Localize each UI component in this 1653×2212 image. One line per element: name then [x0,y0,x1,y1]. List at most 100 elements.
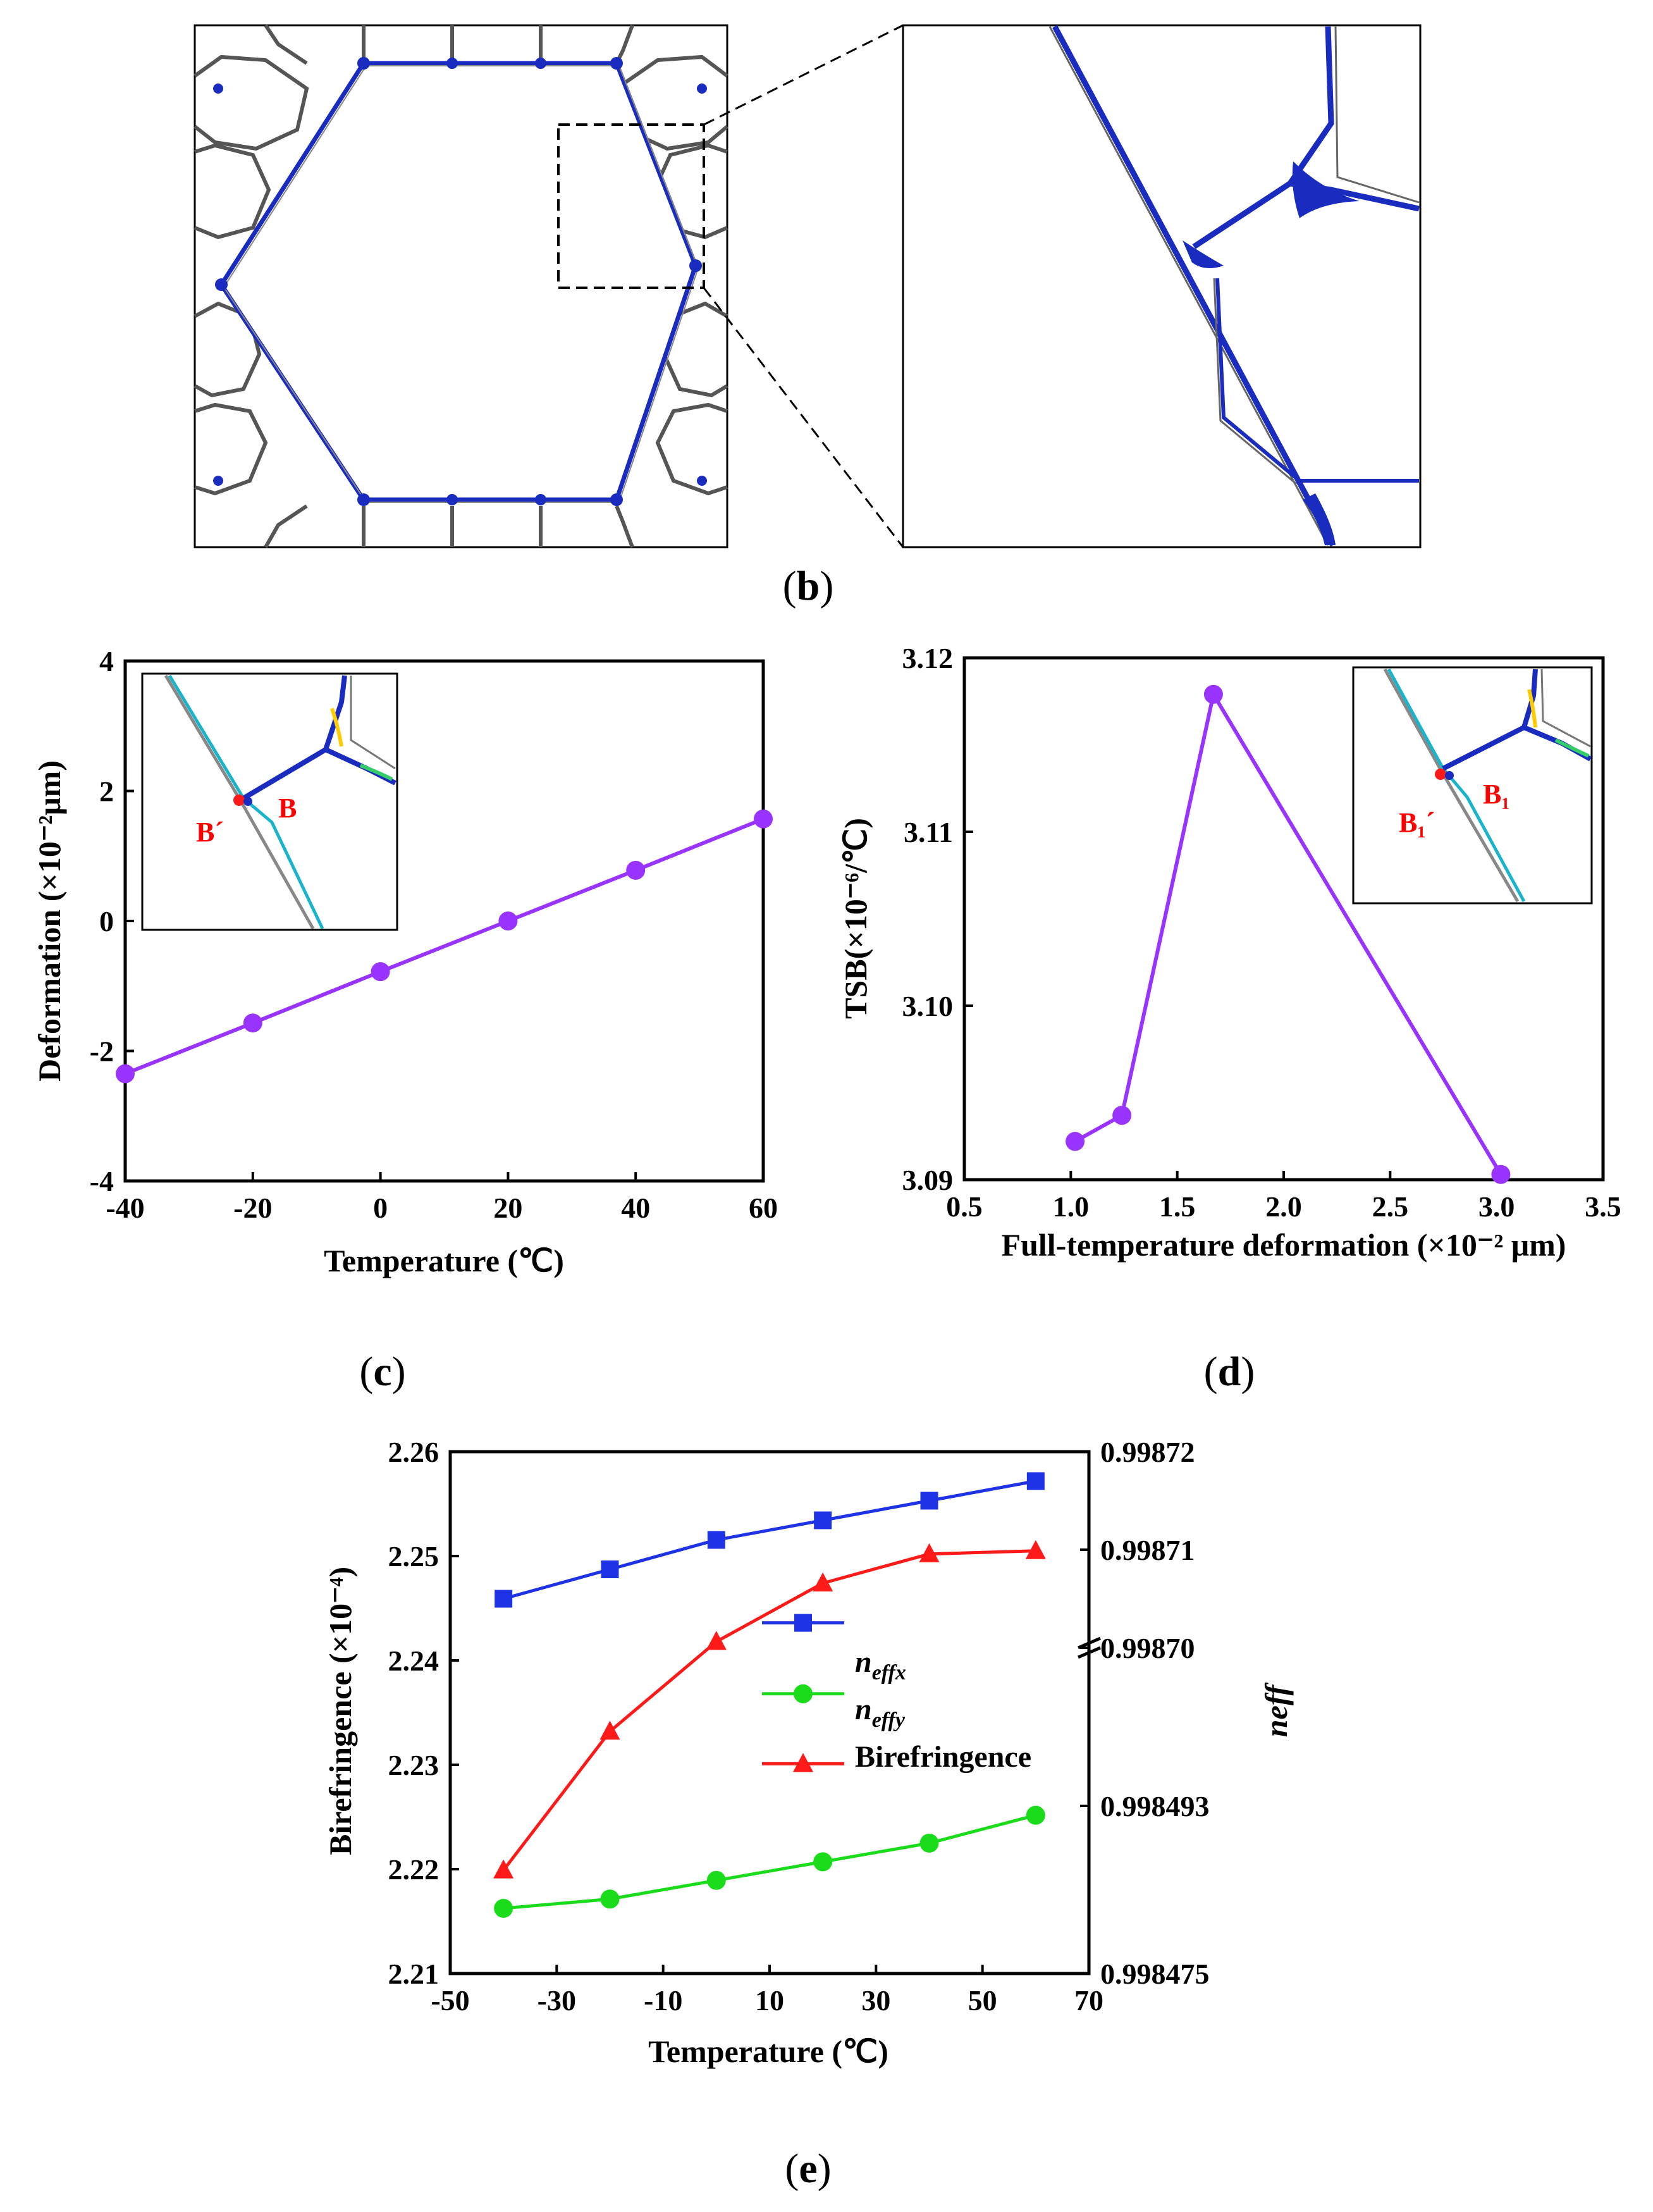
svg-text:(d): (d) [1204,1349,1255,1395]
xtick-d-5: 3.0 [1478,1190,1515,1223]
xtick-d-3: 2.0 [1265,1190,1302,1223]
inset-label-b: B [278,793,297,824]
legend-label-birefringence: Birefringence [855,1740,1031,1774]
point-neffy-0 [494,1898,513,1918]
legend-e [762,1614,844,1772]
ytick-e-5: 2.26 [388,1436,439,1468]
panel-label-e-close: ) [818,2146,832,2192]
ytick-d-2: 3.11 [904,816,953,848]
zoomed-view [902,24,1422,548]
ytick-e-1: 2.22 [388,1853,439,1886]
legend-marker-neffx [794,1614,812,1632]
panel-label-d-close: ) [1241,1349,1255,1395]
point-neffy-1 [600,1889,620,1909]
legend-marker-neffy [794,1684,813,1703]
xtick-d-6: 3.5 [1585,1190,1621,1223]
panel-label-b: b [797,563,820,609]
point-neffx-2 [707,1531,725,1549]
point-b-marker [243,797,252,806]
point-d-3 [1491,1165,1511,1184]
point-Birefringence-2 [706,1631,727,1650]
point-d-2 [1203,684,1223,704]
point-c-3 [498,911,518,930]
point-neffy-5 [1026,1805,1045,1825]
y2tick-e-upper-2: 0.99872 [1100,1436,1195,1468]
xtick-e-2: -10 [644,1984,682,2017]
point-Birefringence-0 [493,1859,514,1879]
point-Birefringence-4 [919,1543,940,1562]
point-c-4 [626,860,646,880]
panel-e: -50 -30 -10 10 30 50 70 2.21 2.22 2.23 2… [323,1436,1294,2192]
point-c-1 [243,1013,262,1033]
zoomed-frame [902,24,1422,548]
panel-label-d: d [1218,1349,1241,1395]
xtick-d-0: 0.5 [946,1190,983,1223]
point-Birefringence-3 [813,1572,833,1591]
point-neffx-3 [814,1511,832,1529]
inset-label-b1-prime: B₁´ [1399,807,1435,838]
y2label-e: neff [1258,1682,1294,1737]
ytick-e-2: 2.23 [388,1749,439,1781]
ytick-e-0: 2.21 [388,1958,439,1990]
xtick-c-2: 0 [373,1192,388,1224]
xtick-d-2: 1.5 [1159,1190,1196,1223]
xtick-c-1: -20 [233,1192,272,1224]
point-neffy-3 [813,1852,833,1872]
ytick-e-4: 2.25 [388,1540,439,1572]
point-Birefringence-5 [1025,1540,1046,1559]
panel-label-e: e [799,2146,817,2192]
ytick-c-4: 4 [99,645,114,677]
panel-d: 0.5 1.0 1.5 2.0 2.5 3.0 3.5 3.09 3.10 3.… [838,642,1621,1395]
xtick-e-4: 30 [861,1984,890,2017]
ylabel-c: Deformation (×10⁻²μm) [32,760,67,1082]
series-d [1066,684,1511,1184]
y2tick-e-upper-0: 0.99870 [1100,1632,1195,1664]
series-e [493,1472,1046,1918]
point-neffx-0 [495,1590,513,1608]
series-line-c [124,817,765,1076]
xtick-d-1: 1.0 [1053,1190,1090,1223]
ytick-d-3: 3.12 [902,642,954,674]
svg-text:(e): (e) [785,2146,831,2192]
inset-label-b-prime: B´ [196,817,224,848]
ytick-c-1: -2 [90,1035,114,1068]
legend-label-neffx: neffx [855,1645,906,1684]
zoom-connector-top [703,24,904,126]
panel-label-c-open: ( [359,1349,373,1395]
panel-label-b-close: ) [820,563,833,609]
point-c-2 [371,962,390,982]
point-b-prime-marker [233,794,245,806]
y2tick-e-lower-0: 0.998475 [1100,1958,1210,1990]
panel-label-e-open: ( [785,2146,799,2192]
point-neffx-5 [1026,1472,1045,1490]
series-line-neffy [503,1813,1036,1910]
panel-c: -40 -20 0 20 40 60 -4 -2 0 2 4 Temperatu… [32,645,778,1395]
panel-label-b-open: ( [783,563,797,609]
xlabel-d: Full-temperature deformation (×10⁻² μm) [1002,1227,1566,1263]
panel-label-c-close: ) [392,1349,406,1395]
zoom-box [557,123,705,289]
ytick-e-3: 2.24 [388,1645,439,1677]
point-c-5 [754,809,773,829]
point-neffy-4 [919,1833,939,1853]
point-neffx-1 [601,1560,619,1578]
inset-d: B₁´ B₁ [1352,666,1593,905]
ytick-d-1: 3.10 [902,990,954,1022]
svg-text:(b): (b) [783,563,834,609]
axis-break-mark [1078,1636,1101,1659]
ylabel-d: TSB(×10⁻⁶/℃) [838,818,873,1019]
xlabel-c: Temperature (℃) [324,1243,564,1278]
xtick-c-4: 40 [621,1192,650,1224]
series-c [116,809,773,1084]
xtick-e-1: -30 [538,1984,576,2017]
inset-c: B´ B [141,672,398,931]
legend-label-neffy: neffy [855,1693,906,1732]
legend-neffy-sub: effy [872,1708,906,1732]
svg-text:(c): (c) [359,1349,405,1395]
ytick-c-2: 0 [99,905,114,937]
legend-neffy-main: n [855,1693,872,1726]
point-d-0 [1066,1132,1085,1151]
junction-blob [1292,161,1360,218]
ticks-e [449,1450,1090,1975]
